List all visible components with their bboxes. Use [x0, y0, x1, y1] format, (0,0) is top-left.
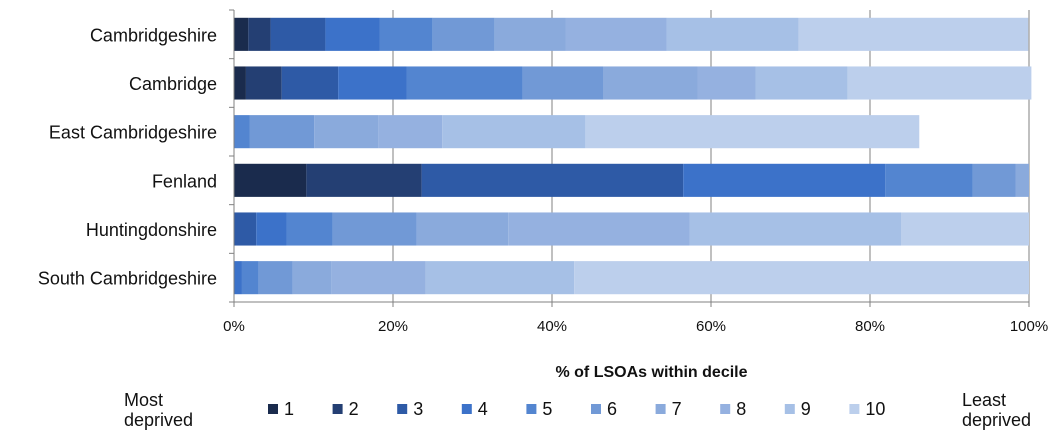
bar-segment-4 — [256, 212, 287, 246]
bar-segment-8 — [378, 115, 443, 149]
bar-segment-9 — [689, 212, 902, 246]
legend-label-3: 3 — [413, 399, 423, 419]
bar-segment-7 — [1015, 163, 1029, 197]
bar-segment-8 — [331, 261, 426, 295]
bar-segment-3 — [281, 66, 339, 100]
bar-segment-5 — [241, 261, 259, 295]
legend-swatch-7 — [655, 404, 666, 414]
bar-segment-3 — [421, 163, 684, 197]
legend-swatch-6 — [591, 404, 601, 414]
bar-segment-10 — [585, 115, 920, 149]
x-tick-label: 0% — [223, 318, 245, 335]
bar-segment-10 — [574, 261, 1029, 295]
category-label: Cambridgeshire — [90, 25, 217, 45]
bar-segment-3 — [270, 17, 326, 51]
legend-left-label-line: deprived — [124, 410, 194, 430]
bar-segment-5 — [286, 212, 333, 246]
legend-swatch-10 — [849, 404, 860, 414]
legend-swatch-9 — [784, 404, 795, 414]
bar-segment-8 — [508, 212, 690, 246]
bar-segment-8 — [565, 17, 667, 51]
bar-segment-4 — [683, 163, 886, 197]
legend-right-label: Least deprived — [962, 390, 1031, 430]
bar-segment-10 — [847, 66, 1032, 100]
category-label: Cambridge — [129, 74, 217, 94]
legend-swatch-8 — [720, 404, 731, 414]
x-tick-label: 40% — [537, 318, 567, 335]
category-label: East Cambridgeshire — [49, 123, 217, 143]
bar-segment-1 — [234, 163, 307, 197]
legend-swatch-4 — [461, 404, 472, 414]
bar-segment-7 — [603, 66, 698, 100]
legend-left-label: Most deprived — [124, 390, 193, 430]
legend-label-7: 7 — [672, 399, 682, 419]
bar-segment-3 — [234, 212, 257, 246]
bar-segment-9 — [666, 17, 799, 51]
legend-swatch-5 — [526, 404, 537, 414]
legend-right-label-line: Least — [962, 390, 1007, 410]
bar-segment-8 — [697, 66, 756, 100]
bar-segment-6 — [249, 115, 315, 149]
bar-segment-4 — [338, 66, 407, 100]
legend-left-label-line: Most — [124, 390, 164, 410]
bar-segment-10 — [798, 17, 1029, 51]
bar-segment-6 — [522, 66, 604, 100]
category-label: Fenland — [152, 171, 217, 191]
legend-label-2: 2 — [349, 399, 359, 419]
bar-segment-9 — [442, 115, 586, 149]
bar-segment-7 — [494, 17, 566, 51]
legend-swatch-3 — [397, 404, 408, 414]
legend-swatch-1 — [268, 404, 278, 414]
x-tick-label: 100% — [1010, 318, 1048, 335]
bar-segment-1 — [234, 66, 246, 100]
x-axis-title: % of LSOAs within decile — [555, 364, 747, 381]
bar-segment-2 — [248, 17, 271, 51]
bar-segment-2 — [306, 163, 422, 197]
legend-label-1: 1 — [284, 399, 294, 419]
x-tick-label: 60% — [696, 318, 726, 335]
bar-segment-1 — [234, 17, 249, 51]
category-label: Huntingdonshire — [86, 220, 217, 240]
x-tick-label: 80% — [855, 318, 885, 335]
bar-segment-6 — [332, 212, 417, 246]
bar-segment-7 — [416, 212, 509, 246]
bar-segment-9 — [755, 66, 848, 100]
legend-label-9: 9 — [801, 399, 811, 419]
category-label: South Cambridgeshire — [38, 269, 217, 289]
legend-label-4: 4 — [478, 399, 488, 419]
legend-label-10: 10 — [865, 399, 885, 419]
bar-segment-5 — [379, 17, 433, 51]
bar-segment-4 — [234, 261, 242, 295]
bar-segment-6 — [258, 261, 293, 295]
bar-segment-6 — [972, 163, 1016, 197]
bar-segment-7 — [314, 115, 379, 149]
bar-segment-5 — [885, 163, 973, 197]
bar-segment-2 — [245, 66, 282, 100]
bar-segment-10 — [901, 212, 1029, 246]
bar-segment-5 — [406, 66, 523, 100]
bar-segment-4 — [325, 17, 380, 51]
legend-label-6: 6 — [607, 399, 617, 419]
legend-swatch-2 — [332, 404, 343, 414]
x-tick-label: 20% — [378, 318, 408, 335]
legend-label-8: 8 — [736, 399, 746, 419]
bar-segment-7 — [292, 261, 332, 295]
bar-segment-6 — [432, 17, 495, 51]
bar-segment-9 — [425, 261, 575, 295]
legend-right-label-line: deprived — [962, 410, 1032, 430]
bar-segment-5 — [234, 115, 250, 149]
legend-label-5: 5 — [542, 399, 552, 419]
